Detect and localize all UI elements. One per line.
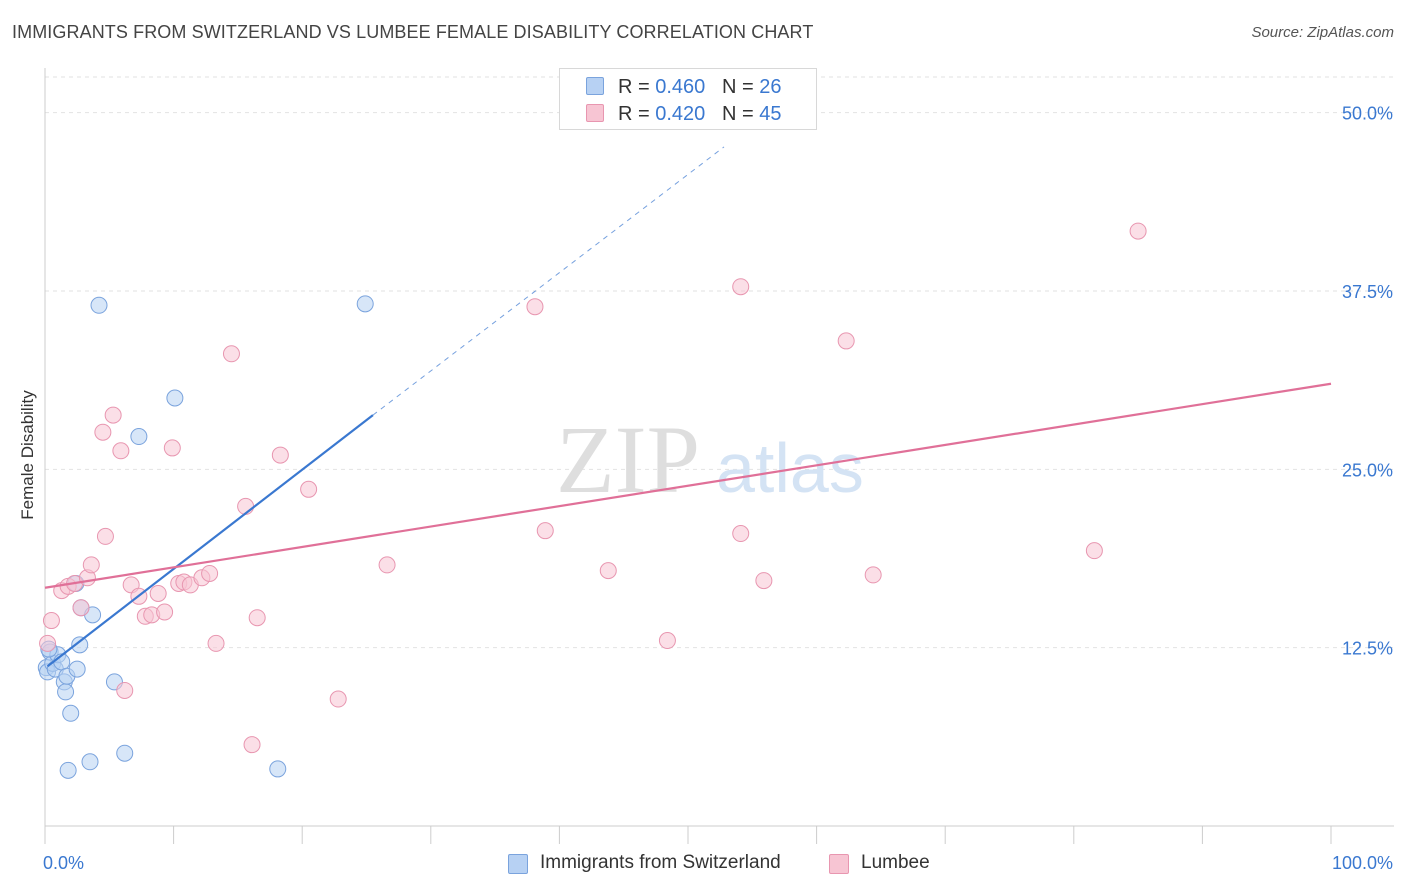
point-lumbee — [94, 423, 112, 441]
point-lumbee — [271, 446, 289, 464]
y-tick-label: 25.0% — [1342, 460, 1393, 480]
point-lumbee — [329, 690, 347, 708]
point-switzerland — [71, 636, 89, 654]
chart-title: IMMIGRANTS FROM SWITZERLAND VS LUMBEE FE… — [12, 22, 814, 42]
point-lumbee — [72, 599, 90, 617]
point-switzerland — [269, 760, 287, 778]
data-points — [37, 222, 1147, 779]
point-switzerland — [81, 753, 99, 771]
legend-n-value: 45 — [759, 103, 782, 125]
y-tick-label: 50.0% — [1342, 104, 1393, 124]
point-switzerland — [90, 296, 108, 314]
point-switzerland — [59, 761, 77, 779]
point-lumbee — [1129, 222, 1147, 240]
point-lumbee — [149, 584, 167, 602]
point-lumbee — [243, 736, 261, 754]
point-lumbee — [96, 527, 114, 545]
tick-labels: 12.5% 25.0% 37.5% 50.0% 0.0% 100.0% — [43, 104, 1393, 873]
point-lumbee — [42, 612, 60, 630]
legend-r-label: R = — [618, 103, 656, 125]
point-lumbee — [248, 609, 266, 627]
bottom-legend-label: Lumbee — [861, 852, 930, 873]
y-tick-label: 12.5% — [1342, 639, 1393, 659]
point-lumbee — [658, 632, 676, 650]
point-lumbee — [163, 439, 181, 457]
point-switzerland — [116, 744, 134, 762]
x-tick-label: 0.0% — [43, 853, 84, 873]
watermark-atlas: atlas — [716, 429, 864, 507]
legend-r-value: 0.460 — [655, 76, 706, 98]
point-lumbee — [39, 634, 57, 652]
legend-n-value: 26 — [759, 76, 782, 98]
y-tick-label: 37.5% — [1342, 282, 1393, 302]
point-lumbee — [378, 556, 396, 574]
point-lumbee — [732, 278, 750, 296]
source-label: Source: ZipAtlas.com — [1251, 24, 1394, 41]
point-lumbee — [599, 562, 617, 580]
point-lumbee — [207, 634, 225, 652]
trend-switzerland — [46, 414, 374, 668]
point-lumbee — [112, 442, 130, 460]
point-lumbee — [526, 298, 544, 316]
point-lumbee — [755, 572, 773, 590]
point-lumbee — [837, 332, 855, 350]
bottom-legend-label: Immigrants from Switzerland — [540, 852, 781, 873]
trend-lumbee — [44, 382, 1332, 589]
point-lumbee — [536, 522, 554, 540]
trend-switzerland-extension — [372, 146, 725, 416]
bottom-legend-swatch-blue — [508, 854, 528, 874]
point-switzerland — [62, 704, 80, 722]
trend-lines — [44, 146, 1332, 668]
point-lumbee — [116, 681, 134, 699]
bottom-legend-swatch-pink — [829, 854, 849, 874]
legend-n-label: N = — [721, 103, 760, 125]
point-switzerland — [166, 389, 184, 407]
legend-swatch-pink — [586, 104, 604, 122]
point-switzerland — [68, 660, 86, 678]
x-tick-label: 100.0% — [1332, 853, 1393, 873]
point-lumbee — [300, 480, 318, 498]
correlation-legend: R = 0.460 N = 26 R = 0.420 N = 45 — [559, 68, 817, 130]
axes — [44, 68, 1394, 844]
point-lumbee — [82, 556, 100, 574]
watermark-zip: ZIP — [556, 406, 700, 513]
legend-r-value: 0.420 — [655, 103, 706, 125]
point-lumbee — [864, 566, 882, 584]
point-lumbee — [222, 345, 240, 363]
point-lumbee — [201, 564, 219, 582]
point-switzerland — [130, 428, 148, 446]
point-lumbee — [732, 525, 750, 543]
legend-n-label: N = — [721, 76, 760, 98]
point-lumbee — [104, 406, 122, 424]
point-lumbee — [156, 603, 174, 621]
point-switzerland — [356, 295, 374, 313]
point-lumbee — [1085, 542, 1103, 560]
point-switzerland — [57, 683, 75, 701]
legend-r-label: R = — [618, 76, 656, 98]
gridlines — [45, 76, 1394, 649]
legend-swatch-blue — [586, 77, 604, 95]
